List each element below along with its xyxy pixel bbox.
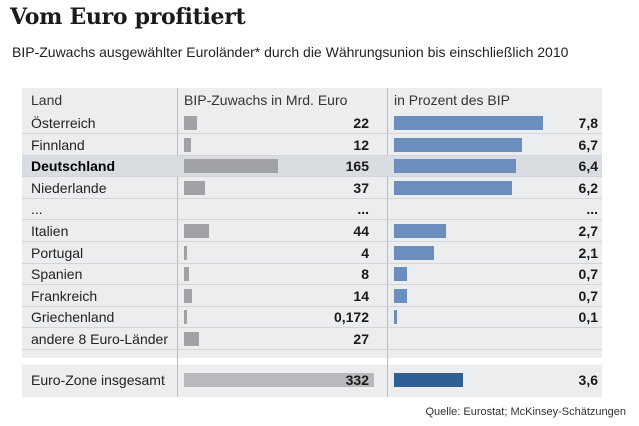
country-label: Spanien bbox=[31, 266, 83, 283]
country-label: Deutschland bbox=[31, 158, 116, 175]
gdp-value-label: 8 bbox=[361, 266, 369, 283]
gdp-bar bbox=[184, 245, 187, 260]
header-gdp: BIP-Zuwachs in Mrd. Euro bbox=[184, 92, 348, 108]
pct-value-label: 0,7 bbox=[578, 287, 598, 304]
country-label: Österreich bbox=[31, 115, 96, 131]
gdp-value-label: 14 bbox=[353, 287, 369, 304]
country-label: Portugal bbox=[31, 244, 84, 261]
gdp-value-label: 22 bbox=[353, 115, 369, 131]
row-divider bbox=[22, 219, 602, 221]
pct-value-label: 3,6 bbox=[578, 372, 598, 388]
country-label: Euro-Zone insgesamt bbox=[31, 372, 165, 388]
row-divider bbox=[22, 262, 602, 264]
gdp-bar bbox=[184, 180, 206, 195]
gdp-bar bbox=[184, 332, 200, 346]
pct-bar bbox=[394, 245, 435, 260]
pct-bar bbox=[394, 137, 522, 152]
pct-bar bbox=[394, 224, 446, 238]
gdp-value-label: 44 bbox=[353, 223, 369, 239]
country-label: Niederlande bbox=[31, 179, 107, 196]
gdp-value-label: 0,172 bbox=[333, 309, 369, 326]
pct-value-label: 0,7 bbox=[578, 266, 598, 283]
pct-bar bbox=[394, 180, 513, 195]
country-label: Finnland bbox=[31, 136, 85, 153]
gdp-value-label: ... bbox=[357, 201, 369, 218]
gdp-bar bbox=[184, 267, 189, 282]
pct-bar bbox=[394, 159, 517, 174]
gdp-value-label: 332 bbox=[345, 372, 369, 388]
row-divider bbox=[22, 327, 602, 329]
column-separator-gdp bbox=[177, 88, 178, 397]
gdp-bar bbox=[184, 310, 187, 325]
row-divider bbox=[22, 154, 602, 156]
country-label: Frankreich bbox=[31, 287, 98, 304]
country-label: Griechenland bbox=[31, 309, 115, 326]
source-note: Quelle: Eurostat; McKinsey-Schätzungen bbox=[425, 406, 626, 418]
gdp-value-label: 27 bbox=[353, 331, 369, 347]
row-divider bbox=[22, 176, 602, 178]
gdp-value-label: 12 bbox=[353, 136, 369, 153]
pct-value-label: 0,1 bbox=[578, 309, 598, 326]
row-divider bbox=[22, 241, 602, 242]
gdp-value-label: 37 bbox=[353, 179, 369, 196]
chart-title: Vom Euro profitiert bbox=[10, 4, 246, 30]
column-separator-pct bbox=[387, 88, 388, 397]
country-label: Italien bbox=[31, 223, 69, 239]
pct-bar bbox=[394, 288, 408, 303]
header-pct: in Prozent des BIP bbox=[394, 92, 510, 108]
pct-bar bbox=[394, 267, 408, 282]
gdp-bar bbox=[184, 224, 210, 238]
row-divider bbox=[22, 284, 602, 286]
pct-value-label: 6,2 bbox=[578, 179, 598, 196]
country-label: ... bbox=[31, 201, 43, 218]
pct-value-label: 6,4 bbox=[578, 158, 598, 175]
country-label: andere 8 Euro-Länder bbox=[31, 331, 168, 347]
gdp-bar bbox=[184, 288, 192, 303]
pct-bar bbox=[394, 116, 543, 130]
pct-value-label: 7,8 bbox=[578, 115, 598, 131]
pct-value-label: ... bbox=[586, 201, 598, 218]
chart-subtitle: BIP-Zuwachs ausgewählter Euroländer* dur… bbox=[12, 44, 569, 60]
header-country: Land bbox=[31, 92, 63, 108]
gdp-bar bbox=[184, 116, 197, 130]
gdp-bar bbox=[184, 137, 191, 152]
gdp-bar bbox=[184, 159, 279, 174]
row-divider bbox=[22, 133, 602, 134]
gdp-value-label: 165 bbox=[345, 158, 369, 175]
row-divider bbox=[22, 305, 602, 307]
row-divider bbox=[22, 349, 602, 350]
gdp-bar bbox=[184, 373, 374, 387]
pct-value-label: 2,7 bbox=[578, 223, 598, 239]
pct-value-label: 2,1 bbox=[578, 244, 598, 261]
pct-bar bbox=[394, 310, 397, 325]
pct-value-label: 6,7 bbox=[578, 136, 598, 153]
pct-bar bbox=[394, 373, 463, 387]
row-divider bbox=[22, 197, 602, 199]
gdp-value-label: 4 bbox=[361, 244, 369, 261]
